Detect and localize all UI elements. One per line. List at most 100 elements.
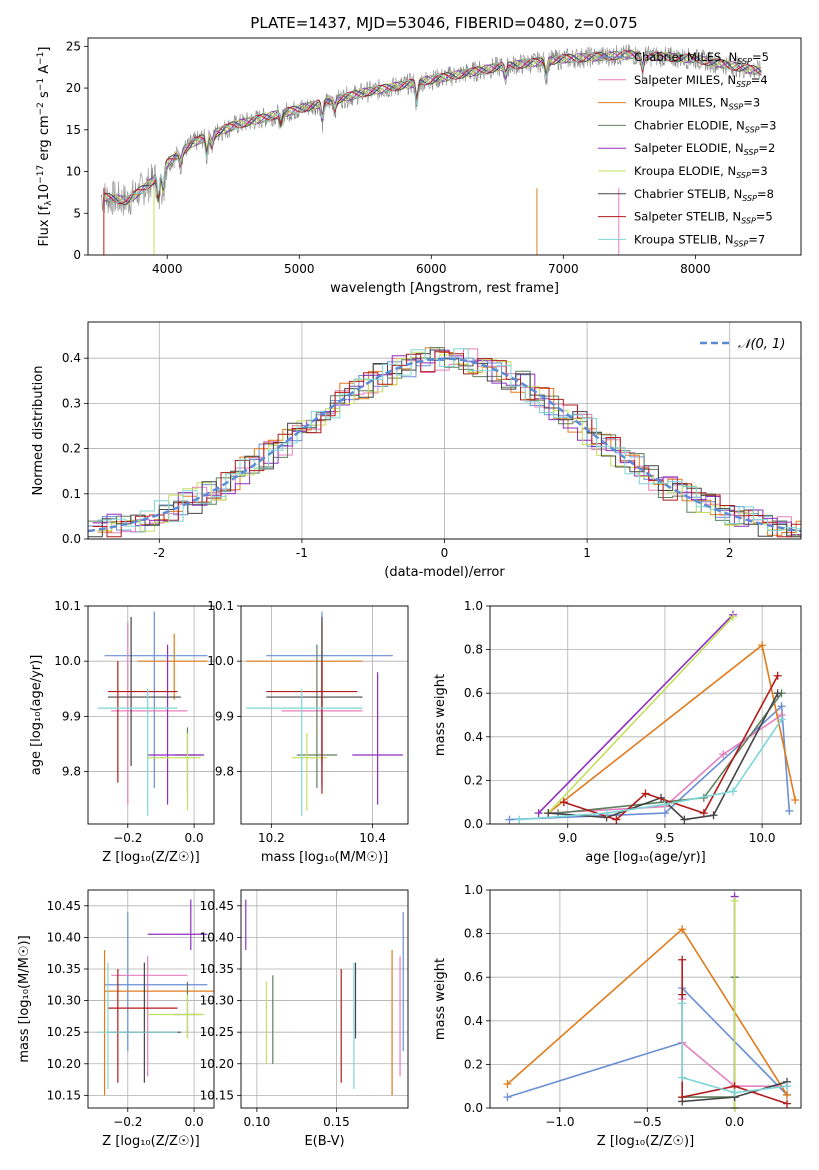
spectrum-title: PLATE=1437, MJD=53046, FIBERID=0480, z=0… xyxy=(250,14,637,32)
residuals-panel: -2 -1 0 1 2 0.0 0.1 0.2 0.3 0.4 (data-model)/error… xyxy=(31,321,802,580)
spectrum-xtick-label: 5000 xyxy=(284,262,315,276)
weight_vs_age-ytick-label: 1.0 xyxy=(464,599,483,613)
weight-line-salpeter_elodie xyxy=(538,614,734,814)
panels-layer: 4000 5000 6000 7000 80000510152025wavelength… xyxy=(17,37,802,1149)
residuals-ytick-label: 0.3 xyxy=(62,396,81,410)
weight_vs_Z-ytick-label: 0.8 xyxy=(464,927,483,941)
residuals-ytick-label: 0.2 xyxy=(62,442,81,456)
residuals-xtick-label: -1 xyxy=(296,546,308,560)
spectrum-model-salpeter_elodie xyxy=(103,50,762,203)
weight_vs_age-ytick-label: 0.6 xyxy=(464,686,483,700)
mass_vs_Z-panel: −0.2 0.0 10.15 10.20 10.25 10.30 10.35 10.40 10.… xyxy=(17,889,215,1149)
weight_vs_Z-ylabel: mass weight xyxy=(433,958,448,1040)
weight_vs_Z-ytick-label: 0.2 xyxy=(464,1057,483,1071)
age_vs_mass-ytick-label: 10.0 xyxy=(207,654,234,668)
age_vs_Z-axes-frame xyxy=(87,605,215,825)
age_vs_Z-marks xyxy=(97,611,208,816)
mass_vs_ebv-panel: 0.10 0.15 10.15 10.20 10.25 10.30 10.35 10.40 10… xyxy=(200,889,409,1149)
spectrum-xtick-label: 4000 xyxy=(152,262,183,276)
weight-marker-salpeter_stelib xyxy=(559,798,568,807)
weight_vs_age-ytick-label: 0.4 xyxy=(464,730,483,744)
weight-marker-chabrier_stelib xyxy=(544,809,553,818)
mass_vs_Z-ytick-label: 10.20 xyxy=(47,1057,81,1071)
weight-marker-salpeter_stelib xyxy=(612,815,621,824)
weight_vs_age-xlabel: age [log₁₀(age/yr)] xyxy=(585,850,706,865)
weight_vs_Z-panel: −1.0 −0.5 0.0 0.0 0.2 0.4 0.6 0.8 1.0 Z [log₁₀(Z/… xyxy=(433,883,802,1149)
spectrum-ytick-label: 15 xyxy=(66,123,81,137)
mass_vs_Z-ytick-label: 10.25 xyxy=(47,1025,81,1039)
weight-marker-kroupa_elodie xyxy=(728,612,737,621)
legend-entry-chabrier_elodie: Chabrier ELODIE, NSSP=3 xyxy=(634,118,776,134)
legend-entry-kroupa_stelib: Kroupa STELIB, NSSP=7 xyxy=(634,232,765,248)
residuals-ytick-label: 0.1 xyxy=(62,487,81,501)
weight-marker-kroupa_stelib xyxy=(602,809,611,818)
weight-marker-salpeter_miles xyxy=(719,750,728,759)
residuals-xtick-label: -2 xyxy=(153,546,165,560)
weight-marker-chabrier_miles xyxy=(503,1093,512,1102)
mass_vs_ebv-marks xyxy=(245,899,404,1096)
mass_vs_Z-axes-frame xyxy=(87,889,215,1109)
weight-marker-kroupa_stelib xyxy=(515,815,524,824)
mass_vs_Z-ytick-label: 10.15 xyxy=(47,1088,81,1102)
age_vs_Z-panel: −0.2 0.0 9.8 9.9 10.0 10.1 Z [log₁₀(Z/Z☉)] age … xyxy=(29,599,215,865)
mass_vs_ebv-ytick-label: 10.35 xyxy=(200,962,234,976)
age_vs_mass-xtick-label: 10.4 xyxy=(359,831,386,845)
mass_vs_Z-xtick-label: 0.0 xyxy=(185,1115,204,1129)
age_vs_mass-ytick-label: 9.9 xyxy=(215,709,234,723)
age_vs_mass-axes-frame xyxy=(240,605,409,825)
weight-marker-kroupa_miles xyxy=(678,925,687,934)
weight-marker-salpeter_stelib xyxy=(783,1099,792,1108)
weight_vs_age-ytick-label: 0.2 xyxy=(464,773,483,787)
spectrum-xtick-label: 6000 xyxy=(416,262,447,276)
residuals-xlabel: (data-model)/error xyxy=(384,565,505,580)
legend-entry-chabrier_miles: Chabrier MILES, NSSP=5 xyxy=(634,50,769,66)
residuals-ytick-label: 0.0 xyxy=(62,532,81,546)
weight_vs_Z-xtick-label: −1.0 xyxy=(545,1115,574,1129)
age_vs_Z-ylabel: age [log₁₀(age/yr)] xyxy=(29,655,44,776)
weight_vs_Z-axes-frame xyxy=(489,889,802,1109)
weight_vs_age-ylabel: mass weight xyxy=(433,674,448,756)
spectrum-ytick-label: 0 xyxy=(73,248,81,262)
residuals-ylabel: Normed distribution xyxy=(31,366,46,496)
weight-marker-kroupa_elodie xyxy=(730,896,739,905)
weight_vs_age-xtick-label: 9.0 xyxy=(558,831,577,845)
weight-marker-kroupa_miles xyxy=(791,796,800,805)
spectrum-ytick-label: 5 xyxy=(73,206,81,220)
weight-marker-kroupa_stelib xyxy=(660,800,669,809)
weight-marker-salpeter_stelib xyxy=(641,789,650,798)
weight-marker-chabrier_miles xyxy=(785,806,794,815)
weight-marker-salpeter_stelib xyxy=(678,1093,687,1102)
age_vs_Z-ytick-label: 9.8 xyxy=(62,765,81,779)
mass_vs_ebv-ytick-label: 10.40 xyxy=(200,930,234,944)
mass_vs_Z-ylabel: mass [log₁₀(M/M☉)] xyxy=(17,935,32,1062)
weight_vs_age-ytick-label: 0.0 xyxy=(464,817,483,831)
residuals-axes-frame xyxy=(87,321,802,540)
residuals-ytick-label: 0.4 xyxy=(62,351,81,365)
gaussian-legend-label: 𝒩(0, 1) xyxy=(738,337,785,352)
mass_vs_Z-xlabel: Z [log₁₀(Z/Z☉)] xyxy=(102,1134,199,1149)
weight-marker-kroupa_stelib xyxy=(728,787,737,796)
age_vs_Z-xlabel: Z [log₁₀(Z/Z☉)] xyxy=(102,850,199,865)
mass_vs_Z-ytick-label: 10.30 xyxy=(47,994,81,1008)
age_vs_Z-ytick-label: 9.9 xyxy=(62,709,81,723)
age_vs_mass-marks xyxy=(246,611,403,816)
weight-marker-kroupa_miles xyxy=(758,641,767,650)
residuals-xtick-label: 1 xyxy=(583,546,591,560)
weight-marker-kroupa_stelib xyxy=(730,1088,739,1097)
weight-marker-kroupa_stelib xyxy=(777,715,786,724)
age_vs_mass-ytick-label: 9.8 xyxy=(215,765,234,779)
mass_vs_Z-ytick-label: 10.40 xyxy=(47,930,81,944)
residuals-xtick-label: 2 xyxy=(726,546,734,560)
weight-line-kroupa_stelib xyxy=(681,1003,788,1094)
residual-hist-kroupa_stelib xyxy=(97,348,801,532)
weight-marker-salpeter_stelib xyxy=(699,809,708,818)
weight-marker-salpeter_stelib xyxy=(773,671,782,680)
mass_vs_ebv-axes-frame xyxy=(240,889,409,1109)
spectrum-ytick-label: 25 xyxy=(66,39,81,53)
age_vs_mass-ytick-label: 10.1 xyxy=(207,599,234,613)
weight-marker-chabrier_miles xyxy=(777,702,786,711)
age_vs_mass-panel: 10.2 10.4 9.8 9.9 10.0 10.1 mass [log₁₀(M/M☉)] xyxy=(207,599,409,865)
legend-entry-kroupa_miles: Kroupa MILES, NSSP=3 xyxy=(634,96,760,112)
gaussian-curve xyxy=(87,357,802,533)
weight-marker-salpeter_stelib xyxy=(678,955,687,964)
